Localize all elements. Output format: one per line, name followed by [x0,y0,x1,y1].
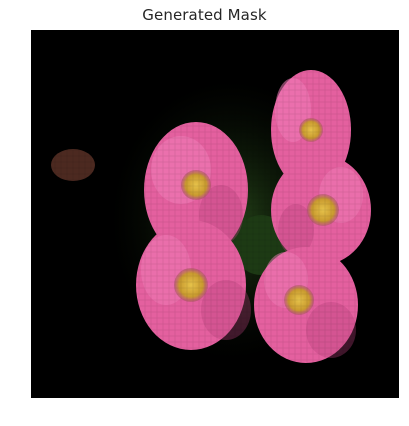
generated-mask-image [31,30,399,398]
generated-mask-canvas [31,30,399,398]
pixel-grid-overlay [31,30,399,398]
figure-title: Generated Mask [142,6,267,24]
